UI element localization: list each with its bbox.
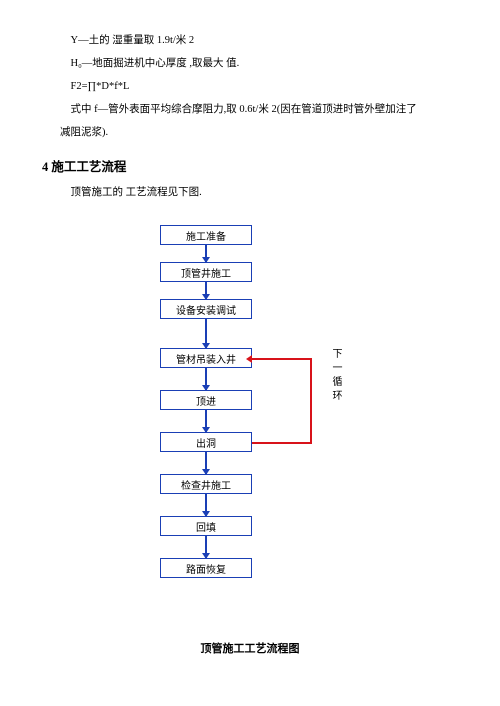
- flow-arrow-0: [205, 245, 207, 262]
- text-line: Y—土的 湿重量取 1.9t/米 2: [60, 30, 460, 51]
- flow-node-n1: 顶管井施工: [160, 262, 252, 282]
- flow-node-n8: 路面恢复: [160, 558, 252, 578]
- flowchart-caption: 顶管施工工艺流程图: [0, 640, 500, 656]
- loop-seg-vert: [310, 358, 312, 444]
- loop-label: 下一循环: [328, 348, 343, 404]
- flow-node-n5: 出洞: [160, 432, 252, 452]
- flow-node-n6: 检查井施工: [160, 474, 252, 494]
- flow-node-n4: 顶进: [160, 390, 252, 410]
- flow-node-n3: 管材吊装入井: [160, 348, 252, 368]
- section-heading: 4 施工工艺流程: [42, 155, 460, 180]
- flowchart: 施工准备顶管井施工设备安装调试管材吊装入井顶进出洞检查井施工回填路面恢复 下一循环: [0, 225, 500, 625]
- flow-arrow-5: [205, 452, 207, 474]
- flow-arrow-4: [205, 410, 207, 432]
- flow-node-n7: 回填: [160, 516, 252, 536]
- body-text: Y—土的 湿重量取 1.9t/米 2 H₀—地面掘进机中心厚度 ,取最大 值. …: [60, 30, 460, 205]
- text-line: 式中 f—管外表面平均综合摩阻力,取 0.6t/米 2(因在管道顶进时管外壁加注…: [60, 99, 460, 120]
- section-title: 施工工艺流程: [51, 160, 126, 174]
- flow-arrow-2: [205, 319, 207, 348]
- loop-seg-top: [252, 358, 310, 360]
- section-number: 4: [42, 160, 48, 174]
- text-line: 减阻泥浆).: [60, 122, 460, 143]
- text-line: F2=∏*D*f*L: [60, 76, 460, 97]
- flow-arrow-7: [205, 536, 207, 558]
- flow-arrow-6: [205, 494, 207, 516]
- flow-node-n2: 设备安装调试: [160, 299, 252, 319]
- text-line: H₀—地面掘进机中心厚度 ,取最大 值.: [60, 53, 460, 74]
- section-desc: 顶管施工的 工艺流程见下图.: [60, 182, 460, 203]
- flow-arrow-3: [205, 368, 207, 390]
- loop-seg-bottom: [252, 442, 310, 444]
- flow-node-n0: 施工准备: [160, 225, 252, 245]
- flow-arrow-1: [205, 282, 207, 299]
